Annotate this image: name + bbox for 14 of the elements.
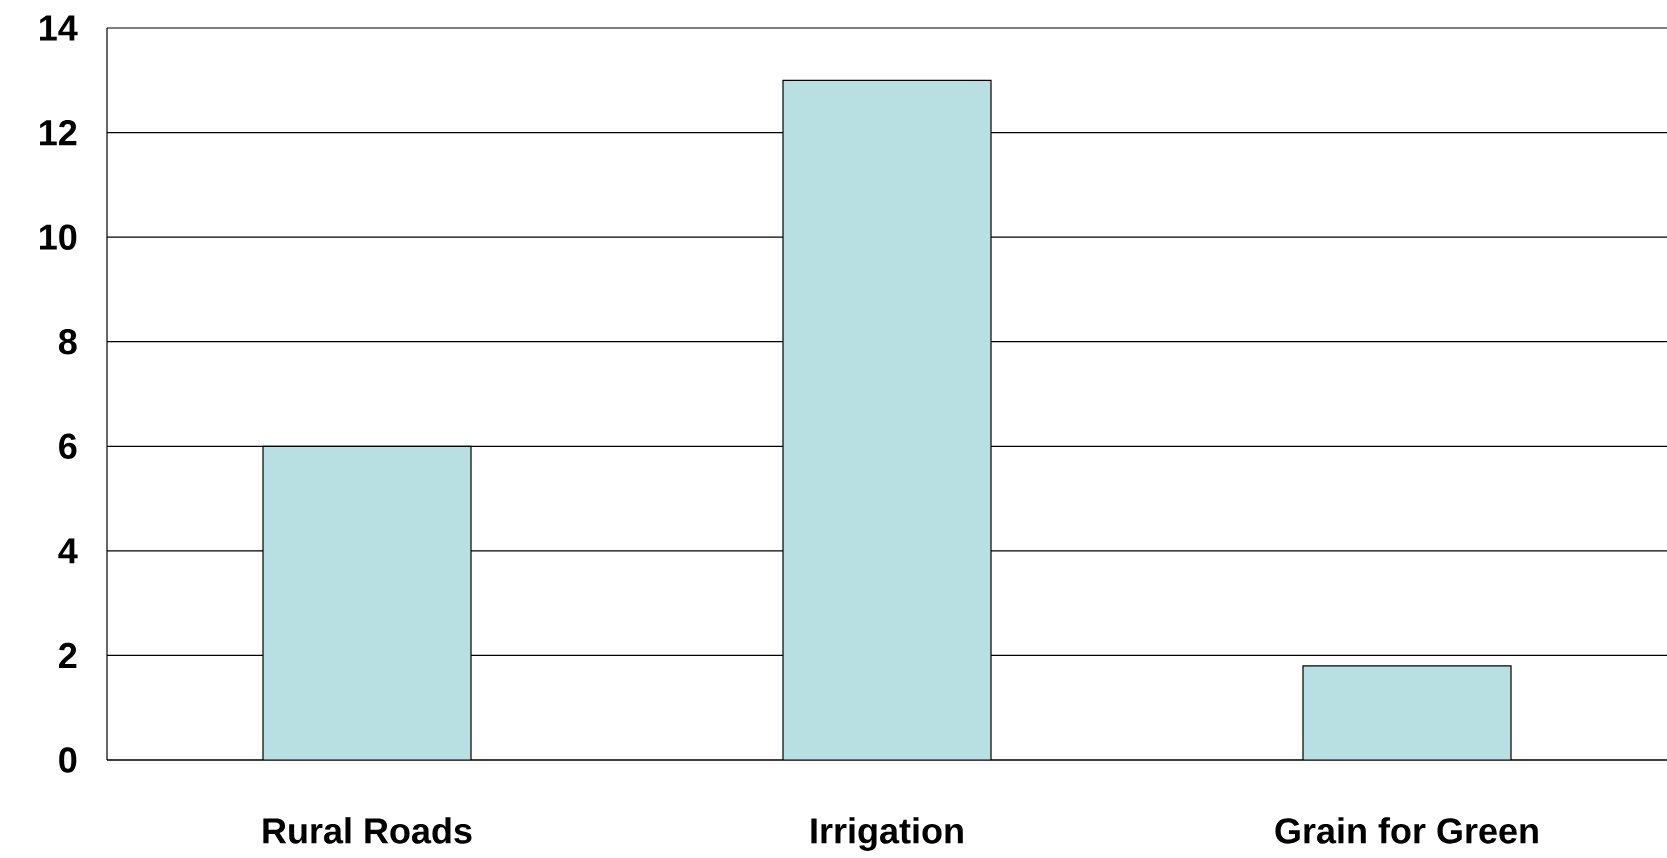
x-tick-label: Irrigation bbox=[811, 817, 963, 851]
bar bbox=[1302, 665, 1512, 760]
y-tick-label: 6 bbox=[59, 433, 77, 460]
y-tick-label: 12 bbox=[40, 119, 77, 146]
bar bbox=[782, 79, 992, 760]
y-tick-label: 2 bbox=[59, 642, 77, 668]
y-tick-label: 0 bbox=[59, 747, 77, 773]
y-tick-label: 10 bbox=[40, 224, 77, 250]
y-tick-label: 8 bbox=[58, 328, 77, 355]
x-tick-label: Rural Roads bbox=[263, 817, 472, 844]
bar bbox=[262, 445, 472, 760]
y-tick-label: 14 bbox=[40, 15, 78, 41]
x-tick-label: Grain for Green bbox=[1275, 817, 1538, 844]
y-tick-label: 4 bbox=[58, 538, 78, 564]
